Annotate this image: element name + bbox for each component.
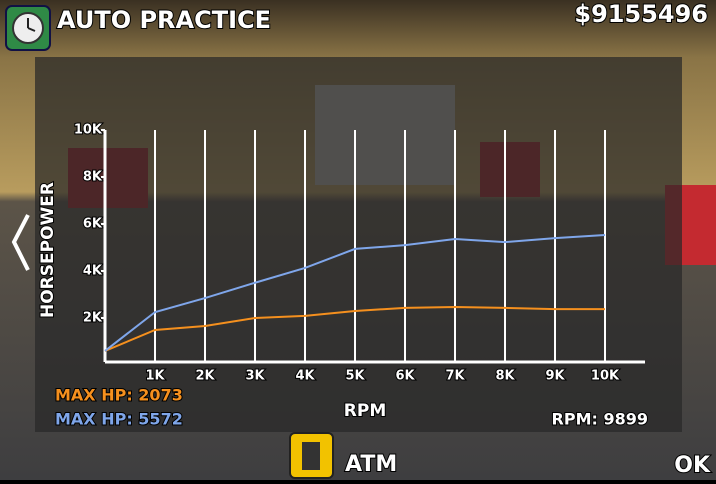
y-tick-label: 2K bbox=[83, 311, 103, 326]
chart: 1K 2K 3K 4K 5K 6K 7K 8K 9K 10K 2K 4K 6K 8K 10K RPM HORSE… bbox=[37, 122, 649, 430]
x-tick-label: 10K bbox=[591, 369, 620, 384]
ok-button[interactable]: OK bbox=[673, 452, 712, 479]
hp-line bbox=[104, 305, 605, 352]
back-arrow[interactable] bbox=[11, 214, 30, 271]
x-tick-label: 5K bbox=[345, 369, 365, 384]
x-tick-label: 1K bbox=[145, 369, 165, 384]
y-tick-label: 8K bbox=[83, 170, 103, 185]
x-axis-title: RPM bbox=[344, 401, 386, 421]
x-tick-label: 2K bbox=[195, 369, 215, 384]
atm-label[interactable]: ATM bbox=[344, 451, 398, 478]
legend-entry: MAX HP: 5572 bbox=[55, 410, 183, 429]
atm-machine bbox=[302, 442, 320, 470]
y-axis-title: HORSEPOWER bbox=[38, 182, 58, 318]
hp-line bbox=[104, 234, 606, 352]
x-tick-label: 6K bbox=[395, 369, 415, 384]
x-tick-label: 7K bbox=[445, 369, 465, 384]
rpm-readout: RPM: 9899 bbox=[552, 410, 648, 429]
x-tick-label: 9K bbox=[545, 369, 565, 384]
chart-panel bbox=[35, 57, 682, 432]
screen-title: AUTO PRACTICE bbox=[57, 6, 271, 34]
y-tick-label: 4K bbox=[83, 264, 103, 279]
money: $9155496 bbox=[574, 0, 708, 28]
x-tick-label: 3K bbox=[245, 369, 265, 384]
y-tick-label: 10K bbox=[74, 123, 103, 138]
clock-hands bbox=[27, 18, 36, 32]
x-tick-label: 4K bbox=[295, 369, 315, 384]
x-tick-label: 8K bbox=[495, 369, 515, 384]
legend-entry: MAX HP: 2073 bbox=[55, 386, 183, 405]
y-tick-label: 6K bbox=[83, 217, 103, 232]
